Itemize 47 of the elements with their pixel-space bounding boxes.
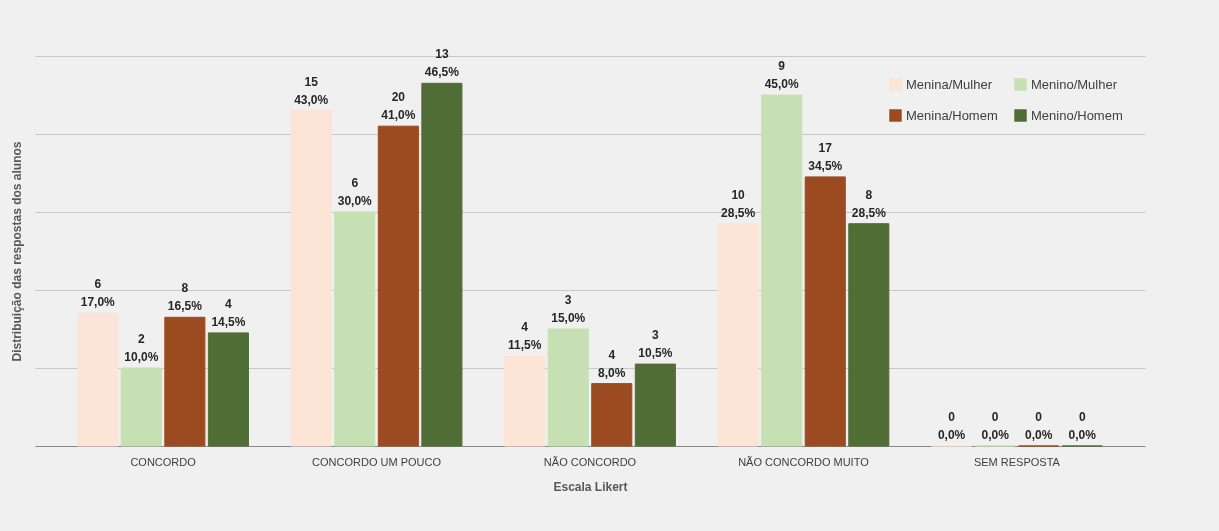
data-label: 0 0,0%: [1025, 410, 1053, 442]
bar: [804, 176, 846, 447]
bar: [848, 223, 890, 447]
data-label: 10 28,5%: [721, 187, 756, 220]
bar: [504, 355, 546, 447]
bar: [591, 383, 633, 447]
data-label: 4 11,5%: [507, 320, 542, 353]
data-label: 0 0,0%: [1068, 410, 1097, 442]
legend-label: Menino/Mulher: [1031, 76, 1118, 92]
data-label: 6 30,0%: [337, 176, 373, 208]
bar: [164, 316, 206, 447]
bar: [761, 94, 803, 447]
data-label: 4 14,5%: [211, 296, 246, 329]
data-label: 20 41,0%: [381, 90, 416, 123]
data-label: 2 10,0%: [124, 332, 159, 364]
data-label: 0 0,0%: [937, 410, 966, 442]
legend-label: Menina/Mulher: [906, 76, 993, 92]
x-tick-label: SEM RESPOSTA: [973, 455, 1061, 468]
bar: [377, 125, 419, 447]
bar: [290, 110, 332, 447]
data-label: 3 10,5%: [638, 328, 673, 361]
bar: [717, 223, 759, 447]
bar: [207, 332, 249, 447]
data-label: 13 46,5%: [424, 47, 460, 80]
data-label: 8 16,5%: [167, 281, 203, 314]
data-label: 0 0,0%: [981, 410, 1010, 442]
bar: [334, 211, 376, 447]
legend-label: Menino/Homem: [1031, 107, 1123, 123]
data-label: 3 15,0%: [551, 293, 586, 325]
x-tick-label: NÃO CONCORDO: [543, 455, 637, 468]
data-label: 4 8,0%: [598, 347, 626, 380]
data-label: 15 43,0%: [294, 74, 329, 107]
bar: [547, 328, 589, 447]
y-axis-title: Distribuição das respostas dos alunos: [9, 141, 24, 362]
bar: [77, 312, 119, 447]
data-label: 6 17,0%: [80, 277, 116, 310]
bar: [634, 363, 676, 447]
bar: [120, 367, 162, 447]
legend-label: Menina/Homem: [906, 107, 998, 123]
x-tick-label: CONCORDO UM POUCO: [312, 455, 442, 468]
data-label: 8 28,5%: [851, 187, 887, 220]
x-tick-label: NÃO CONCORDO MUITO: [738, 455, 870, 468]
data-label: 17 34,5%: [808, 140, 843, 173]
x-axis-title: Escala Likert: [553, 479, 628, 494]
bar: [421, 82, 463, 447]
data-label: 9 45,0%: [764, 59, 800, 91]
x-tick-label: CONCORDO: [130, 455, 197, 468]
